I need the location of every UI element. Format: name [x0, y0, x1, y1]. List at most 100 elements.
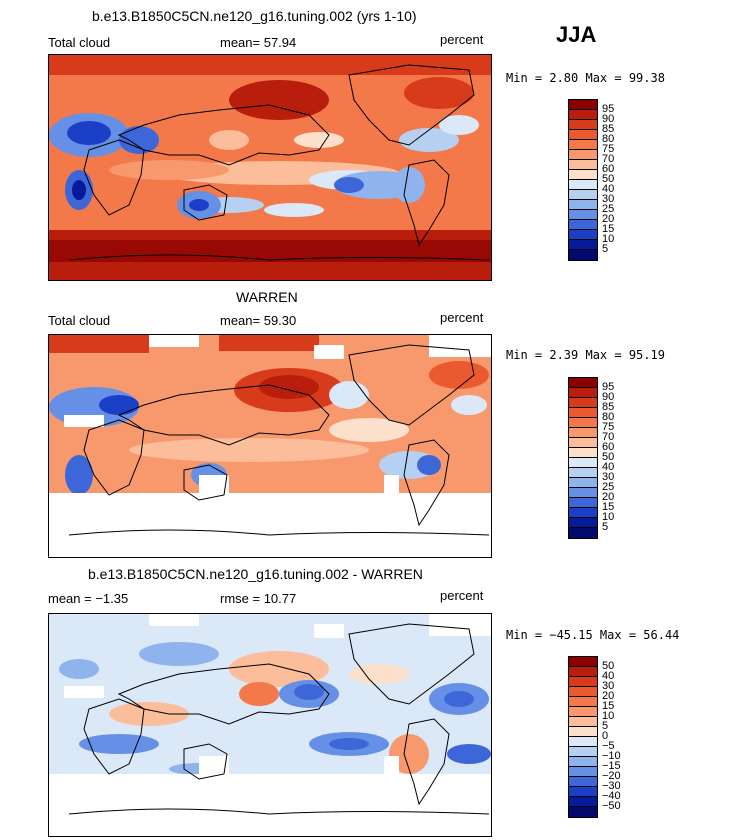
panel-2-swatch-1	[569, 378, 597, 388]
panel-1-swatch-1	[569, 100, 597, 110]
panel-2-swatch-12	[569, 488, 597, 498]
panel-2-tick: 90	[602, 391, 615, 403]
panel-1-tick: 60	[602, 163, 615, 175]
panel-3-tick: −40	[602, 790, 621, 802]
panel-1-tick: 70	[602, 153, 615, 165]
panel-1-swatch-7	[569, 160, 597, 170]
panel-3-title: b.e13.B1850C5CN.ne120_g16.tuning.002 - W…	[88, 566, 423, 582]
panel-1-swatch-6	[569, 150, 597, 160]
panel-1-tick: 20	[602, 213, 615, 225]
panel-3-swatch-10	[569, 747, 597, 757]
panel-1-variable-label: Total cloud	[48, 35, 111, 50]
panel-1-swatch-3	[569, 120, 597, 130]
panel-1-tick: 10	[602, 233, 615, 245]
panel-1-tick: 75	[602, 143, 615, 155]
panel-2-tick: 20	[602, 491, 615, 503]
panel-1-tick: 95	[602, 103, 615, 115]
panel-2-swatch-13	[569, 498, 597, 508]
panel-3-rmse-label: rmse = 10.77	[220, 591, 297, 606]
panel-2-swatch-5	[569, 418, 597, 428]
panel-2-units-label: percent	[440, 310, 484, 325]
panel-2-tick: 50	[602, 451, 615, 463]
panel-2-tick: 95	[602, 381, 615, 393]
panel-2-tick: 25	[602, 481, 615, 493]
panel-1-swatch-12	[569, 210, 597, 220]
panel-1-tick: 40	[602, 183, 615, 195]
panel-2-variable-label: Total cloud	[48, 313, 111, 328]
panel-2-colorbar	[568, 377, 598, 539]
panel-3-swatch-2	[569, 667, 597, 677]
panel-2-swatch-10	[569, 468, 597, 478]
panel-3-tick: 20	[602, 690, 615, 702]
panel-2-swatch-4	[569, 408, 597, 418]
panel-2-tick: 70	[602, 431, 615, 443]
panel-2-tick: 75	[602, 421, 615, 433]
panel-2-swatch-2	[569, 388, 597, 398]
panel-1-tick: 85	[602, 123, 615, 135]
panel-3-swatch-8	[569, 727, 597, 737]
panel-1-colorbar	[568, 99, 598, 261]
panel-3-units-label: percent	[440, 588, 484, 603]
panel-3-minmax: Min = −45.15 Max = 56.44	[506, 628, 680, 642]
panel-2-swatch-8	[569, 448, 597, 458]
panel-3-swatch-1	[569, 657, 597, 667]
panel-2-swatch-7	[569, 438, 597, 448]
panel-3-map	[48, 613, 492, 837]
panel-3-tick: 10	[602, 710, 615, 722]
panel-3-swatch-13	[569, 777, 597, 787]
panel-3-swatch-7	[569, 717, 597, 727]
panel-3-tick: 5	[602, 720, 609, 732]
panel-3-tick: −50	[602, 800, 621, 812]
panel-3-mean-label: mean = −1.35	[48, 591, 129, 606]
panel-1-swatch-16	[569, 250, 597, 260]
panel-3-swatch-12	[569, 767, 597, 777]
panel-3-tick: −20	[602, 770, 621, 782]
panel-1-swatch-8	[569, 170, 597, 180]
panel-3-swatch-6	[569, 707, 597, 717]
panel-3-tick: 0	[602, 730, 609, 742]
panel-3-tick: 30	[602, 680, 615, 692]
panel-1-swatch-10	[569, 190, 597, 200]
panel-2-tick: 5	[602, 521, 609, 533]
panel-3-colorbar	[568, 656, 598, 818]
panel-1-tick: 80	[602, 133, 615, 145]
panel-1-mean-label: mean= 57.94	[220, 35, 297, 50]
panel-3-tick: 15	[602, 700, 615, 712]
panel-3-swatch-15	[569, 797, 597, 807]
panel-2-swatch-15	[569, 518, 597, 528]
season-label: JJA	[556, 22, 597, 47]
panel-1-tick: 30	[602, 193, 615, 205]
panel-3-tick: −5	[602, 740, 615, 752]
panel-3-tick: −10	[602, 750, 621, 762]
panel-2-tick: 80	[602, 411, 615, 423]
panel-3-swatch-9	[569, 737, 597, 747]
panel-2-swatch-9	[569, 458, 597, 468]
panel-2-tick: 60	[602, 441, 615, 453]
panel-1-tick: 15	[602, 223, 615, 235]
panel-3-colorbar-ticks: 50 40 30 20 15 10 5 0 −5 −10 −15 −20 −30…	[602, 660, 621, 812]
panel-2-map	[48, 334, 492, 558]
panel-3-swatch-11	[569, 757, 597, 767]
panel-1-units-label: percent	[440, 32, 484, 47]
panel-1-swatch-14	[569, 230, 597, 240]
panel-2-mean-label: mean= 59.30	[220, 313, 297, 328]
panel-1-map	[48, 54, 492, 281]
panel-3-tick: −15	[602, 760, 621, 772]
panel-1-swatch-13	[569, 220, 597, 230]
panel-1-title: b.e13.B1850C5CN.ne120_g16.tuning.002 (yr…	[92, 8, 417, 24]
panel-2-minmax: Min = 2.39 Max = 95.19	[506, 348, 665, 362]
panel-2-title: WARREN	[236, 289, 298, 305]
panel-3-tick: 50	[602, 660, 615, 672]
panel-3-swatch-16	[569, 807, 597, 817]
panel-3-swatch-4	[569, 687, 597, 697]
panel-3-swatch-3	[569, 677, 597, 687]
panel-3-tick: 40	[602, 670, 615, 682]
panel-1-swatch-5	[569, 140, 597, 150]
panel-2-tick: 30	[602, 471, 615, 483]
panel-1-tick: 50	[602, 173, 615, 185]
panel-2-tick: 85	[602, 401, 615, 413]
panel-2-tick: 10	[602, 511, 615, 523]
panel-1-swatch-11	[569, 200, 597, 210]
panel-1-tick: 90	[602, 113, 615, 125]
panel-2-tick: 40	[602, 461, 615, 473]
